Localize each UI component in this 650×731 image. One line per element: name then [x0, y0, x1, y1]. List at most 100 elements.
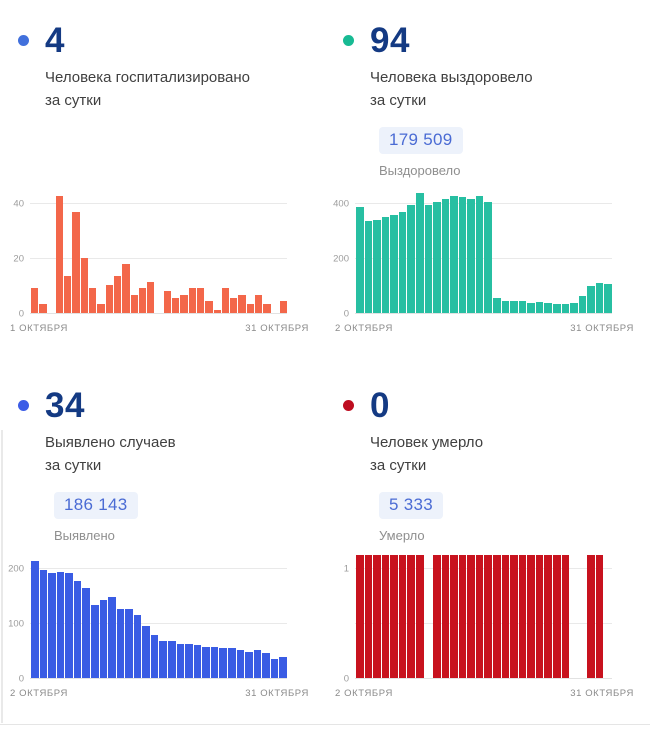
bar — [518, 555, 527, 678]
bar — [133, 614, 142, 678]
x-axis-start-label: 1 ОКТЯБРЯ — [10, 323, 68, 334]
gridline: 0 — [344, 673, 612, 684]
x-axis-labels: 2 ОКТЯБРЯ 31 ОКТЯБРЯ — [10, 688, 309, 699]
bar — [97, 303, 105, 313]
bar — [364, 220, 373, 313]
bar — [493, 555, 501, 678]
panel-hospitalized: 4 Человека госпитализировано за сутки 0 2… — [0, 0, 325, 365]
bar — [219, 647, 227, 678]
panel-recovered: 94 Человека выздоровело за сутки 179 509… — [325, 0, 650, 365]
bar — [390, 214, 398, 313]
bar — [113, 276, 122, 313]
gridline: 0 — [19, 673, 287, 684]
bar — [433, 555, 441, 678]
bar — [39, 303, 47, 313]
bar — [518, 300, 527, 313]
bar — [180, 294, 188, 313]
cases-subtitle: Выявлено случаев за сутки — [45, 431, 325, 477]
gridline: 200 — [8, 563, 287, 574]
bar — [48, 572, 56, 678]
bar — [441, 198, 450, 313]
panel-deaths: 0 Человек умерло за сутки 5 333 Умерло 0… — [325, 365, 650, 731]
bar — [595, 282, 604, 313]
y-axis-tick-label: 1 — [343, 563, 349, 574]
bar — [147, 282, 155, 313]
x-axis-end-label: 31 ОКТЯБРЯ — [570, 688, 634, 699]
bar — [398, 555, 407, 678]
cases-status-dot-icon — [18, 400, 29, 411]
bar — [450, 555, 458, 678]
bar — [390, 555, 398, 678]
card-bottom-divider — [0, 724, 650, 725]
gridline: 20 — [13, 253, 287, 264]
deaths-total-label: Умерло — [379, 528, 425, 543]
card-left-edge-divider — [1, 430, 3, 723]
bars-series — [356, 555, 612, 678]
bar — [279, 657, 287, 678]
gridline: 100 — [8, 618, 287, 629]
bar — [150, 634, 159, 678]
subtitle-line2: за сутки — [370, 92, 427, 109]
bar — [604, 283, 612, 313]
bar — [407, 555, 415, 678]
bar — [484, 201, 492, 313]
bar — [99, 599, 108, 678]
bar — [407, 204, 415, 313]
y-axis-tick-label: 200 — [333, 253, 349, 264]
x-axis-start-label: 2 ОКТЯБРЯ — [335, 688, 393, 699]
bar — [450, 196, 458, 313]
bar — [130, 294, 138, 313]
bar — [246, 303, 255, 313]
subtitle-line2: за сутки — [45, 457, 102, 474]
x-axis-labels: 2 ОКТЯБРЯ 31 ОКТЯБРЯ — [335, 688, 634, 699]
hospitalized-headline: 4 — [0, 0, 325, 60]
bar — [205, 300, 213, 313]
y-axis-tick-label: 100 — [8, 618, 24, 629]
gridline — [355, 623, 612, 624]
bar — [31, 561, 39, 678]
bar — [168, 641, 176, 678]
bar — [570, 303, 578, 313]
bar — [159, 640, 167, 678]
bar — [458, 555, 467, 678]
recovered-total-block: 179 509 Выздоровело — [379, 127, 650, 178]
x-axis-labels: 1 ОКТЯБРЯ 31 ОКТЯБРЯ — [10, 323, 309, 334]
bar — [587, 555, 595, 678]
recovered-total-pill: 179 509 — [379, 127, 463, 154]
x-axis-labels: 2 ОКТЯБРЯ 31 ОКТЯБРЯ — [335, 323, 634, 334]
bar — [193, 645, 202, 678]
y-axis-tick-label: 0 — [343, 673, 349, 684]
bar — [535, 302, 544, 313]
x-axis-end-label: 31 ОКТЯБРЯ — [245, 688, 309, 699]
bar — [82, 587, 90, 678]
bar — [262, 653, 270, 678]
bar — [484, 555, 492, 678]
gridline: 200 — [333, 253, 612, 264]
gridline: 1 — [344, 563, 612, 574]
bar — [493, 297, 501, 313]
bar — [356, 206, 364, 313]
bar — [105, 285, 113, 313]
y-axis-tick-label: 20 — [13, 253, 24, 264]
bar — [31, 288, 39, 313]
bar — [221, 288, 230, 313]
cases-headline: 34 — [0, 365, 325, 425]
bar — [415, 555, 424, 678]
cases-total-pill: 186 143 — [54, 492, 138, 519]
bar — [527, 555, 535, 678]
deaths-status-dot-icon — [343, 400, 354, 411]
y-axis-tick-label: 40 — [13, 198, 24, 209]
bar — [196, 288, 205, 313]
bar — [364, 555, 373, 678]
bar — [552, 555, 561, 678]
bar — [255, 294, 263, 313]
bar — [108, 597, 116, 678]
hospitalized-status-dot-icon — [18, 35, 29, 46]
bar — [475, 555, 484, 678]
hospitalized-subtitle: Человека госпитализировано за сутки — [45, 66, 325, 112]
bar — [433, 202, 441, 313]
y-axis-tick-label: 200 — [8, 563, 24, 574]
bar — [544, 555, 552, 678]
bar — [213, 309, 221, 313]
